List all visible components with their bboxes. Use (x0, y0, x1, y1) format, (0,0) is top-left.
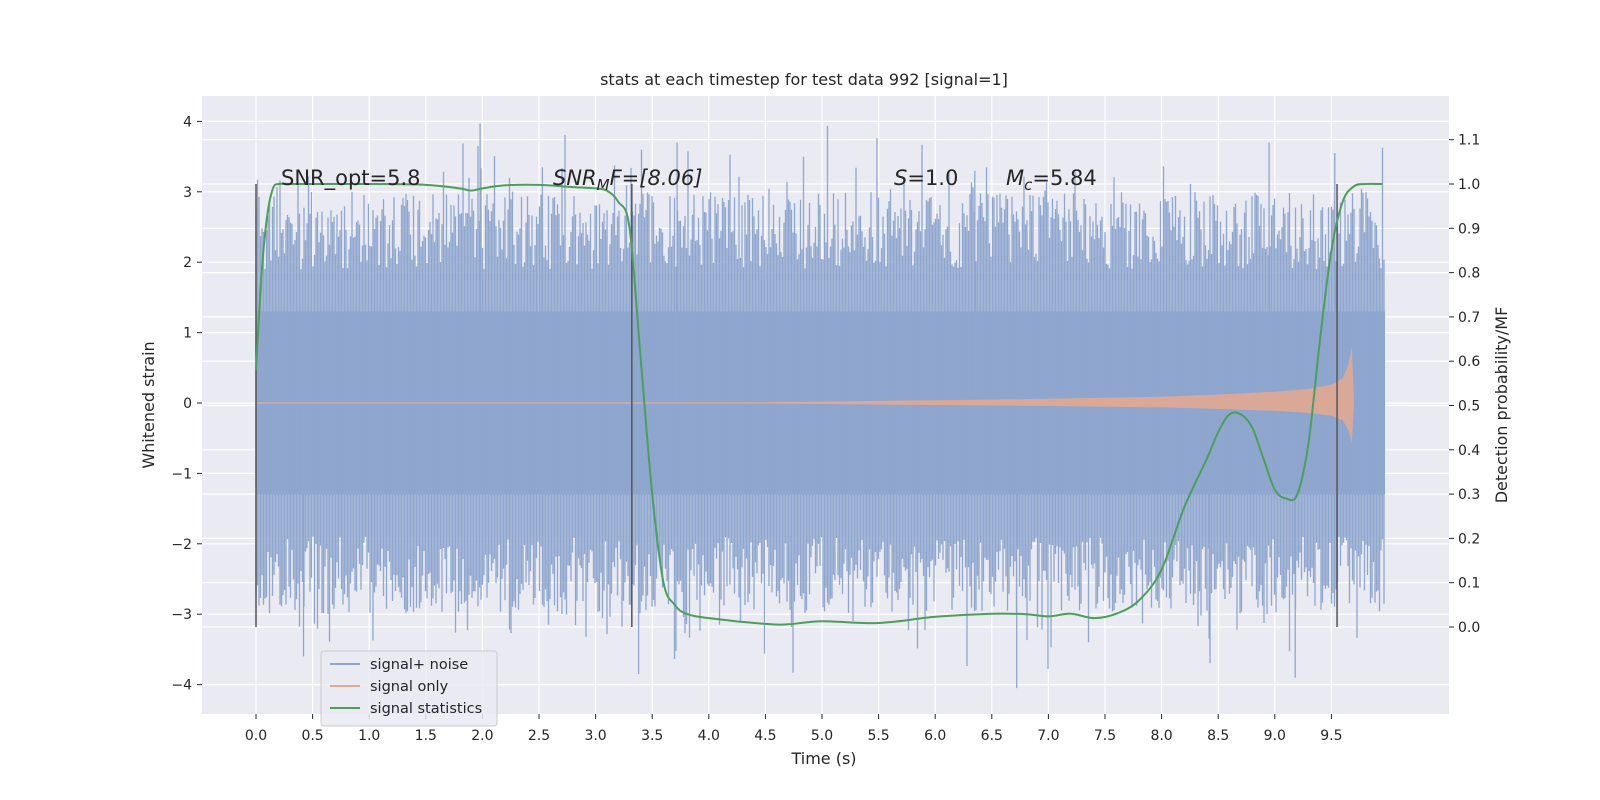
x-tick-label: 7.5 (1094, 728, 1116, 744)
x-tick-label: 4.5 (754, 728, 776, 744)
annotation-s: S=1.0 (894, 166, 958, 190)
x-axis-ticks: 0.0 0.5 1.0 1.5 2.0 2.5 3.0 3.5 4.0 4.5 5.0 5.5 6.0 6… (245, 714, 1343, 744)
mc-sub: c (1024, 176, 1033, 194)
annotation-snr-opt: SNR_opt=5.8 (281, 166, 421, 191)
y-tick-label-right: 1.0 (1458, 177, 1480, 193)
y-tick-label-left: −2 (171, 537, 192, 553)
x-tick-label: 5.5 (867, 728, 889, 744)
snr-mf-main: SNR (553, 166, 597, 190)
annotations: SNR_opt=5.8 SNRMF=[8.06] S=1.0 Mc=5.84 (281, 166, 1097, 194)
y-tick-label-right: 0.3 (1458, 487, 1480, 503)
y-tick-label-left: −3 (171, 607, 192, 623)
x-tick-label: 9.5 (1320, 728, 1342, 744)
s-main: S (894, 166, 907, 190)
y-tick-label-right: 0.4 (1458, 443, 1480, 459)
x-tick-label: 7.0 (1037, 728, 1059, 744)
legend-box (320, 650, 498, 727)
mc-rest: =5.84 (1032, 166, 1096, 190)
y-tick-label-right: 0.7 (1458, 310, 1480, 326)
x-tick-label: 3.5 (641, 728, 663, 744)
y-tick-label-right: 0.6 (1458, 354, 1480, 370)
y-axis-label-left: Whitened strain (139, 341, 158, 468)
annotation-mc: Mc=5.84 (1006, 166, 1097, 194)
y-tick-label-right: 0.1 (1458, 576, 1480, 592)
y-tick-label-left: 3 (183, 185, 192, 201)
x-tick-label: 6.5 (981, 728, 1003, 744)
x-tick-label: 1.5 (415, 728, 437, 744)
x-tick-label: 0.0 (245, 728, 267, 744)
annotation-snr-mf: SNRMF=[8.06] (553, 166, 702, 194)
snr-mf-rest: F=[8.06] (610, 166, 703, 190)
x-tick-label: 1.0 (358, 728, 380, 744)
x-tick-label: 4.0 (698, 728, 720, 744)
y-tick-label-right: 0.8 (1458, 266, 1480, 282)
x-tick-label: 9.0 (1264, 728, 1286, 744)
y-tick-label-left: 4 (183, 114, 192, 130)
legend-label-signal-noise: signal+ noise (370, 657, 468, 673)
mc-main: M (1006, 166, 1024, 190)
legend-label-signal-only: signal only (370, 679, 449, 695)
y-tick-label-right: 0.0 (1458, 620, 1480, 636)
series-signal-statistics (255, 182, 1383, 626)
y-axis-label-right: Detection probability/MF (1492, 307, 1511, 504)
legend: signal+ noise signal only signal statist… (320, 650, 498, 727)
chart-title: stats at each timestep for test data 992… (600, 70, 1008, 89)
statistics-curve (255, 182, 1383, 626)
y-tick-label-right: 0.9 (1458, 221, 1480, 237)
y-tick-label-right: 0.5 (1458, 399, 1480, 415)
x-tick-label: 0.5 (301, 728, 323, 744)
legend-label-signal-statistics: signal statistics (370, 701, 482, 717)
y-tick-label-right: 1.1 (1458, 133, 1480, 149)
right-y-axis-ticks: 1.1 1.0 0.9 0.8 0.7 0.6 0.5 0.4 0.3 0.2 0.1 0.0 (1449, 133, 1480, 636)
x-tick-label: 5.0 (811, 728, 833, 744)
y-tick-label-left: 2 (183, 255, 192, 271)
snr-mf-sub: M (597, 176, 610, 194)
y-tick-label-left: 1 (183, 326, 192, 342)
x-axis-label: Time (s) (790, 749, 856, 768)
y-tick-label-left: −1 (171, 466, 192, 482)
x-tick-label: 3.0 (584, 728, 606, 744)
x-tick-label: 2.5 (528, 728, 550, 744)
x-tick-label: 8.5 (1207, 728, 1229, 744)
series-signal-only (256, 346, 1355, 443)
y-tick-label-right: 0.2 (1458, 531, 1480, 547)
y-tick-label-left: −4 (171, 678, 192, 694)
s-rest: =1.0 (907, 166, 958, 190)
y-tick-label-left: 0 (183, 396, 192, 412)
x-tick-label: 2.0 (471, 728, 493, 744)
left-y-axis-ticks: 4 3 2 1 0 −1 −2 −3 −4 (171, 114, 202, 694)
x-tick-label: 6.0 (924, 728, 946, 744)
x-tick-label: 8.0 (1150, 728, 1172, 744)
